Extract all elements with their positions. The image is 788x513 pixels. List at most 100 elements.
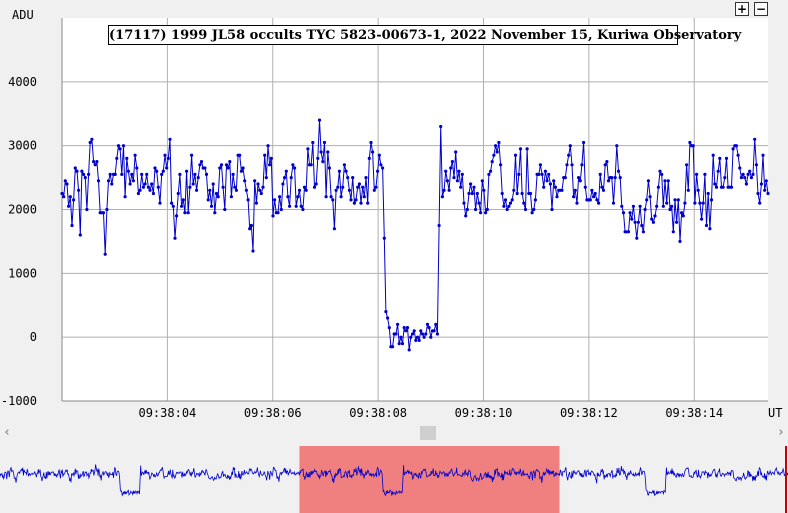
data-point (749, 176, 754, 180)
data-point (349, 198, 353, 202)
data-point (734, 144, 739, 148)
axes: -1000 0 1000 2000 3000 4000 09:38:04 09:38:06 09… (1, 18, 768, 420)
data-point (148, 188, 152, 192)
data-point (680, 211, 684, 215)
data-point (366, 201, 370, 205)
data-point (342, 163, 346, 167)
data-point (372, 188, 376, 192)
data-point (231, 172, 235, 176)
data-point (655, 204, 659, 208)
y-tick-label: -1000 (1, 394, 37, 408)
zoom-out-button[interactable]: − (754, 2, 768, 16)
main-chart[interactable]: -1000 0 1000 2000 3000 4000 09:38:04 09:38:06 09… (0, 0, 788, 425)
data-point (158, 201, 162, 205)
data-point (547, 172, 551, 176)
overview-navigator[interactable] (0, 446, 788, 513)
scroll-right-icon[interactable]: › (778, 425, 784, 440)
data-point (739, 176, 744, 180)
data-point (716, 169, 720, 173)
data-point (610, 176, 614, 180)
data-point (266, 144, 270, 148)
data-point (77, 188, 81, 192)
data-point (324, 195, 328, 199)
data-point (356, 185, 360, 189)
data-point (405, 326, 410, 330)
data-point (361, 185, 365, 189)
data-point (738, 166, 742, 170)
data-point (766, 191, 770, 196)
data-point (522, 201, 526, 205)
data-point (693, 201, 697, 205)
data-point (276, 211, 280, 215)
data-point (484, 211, 488, 215)
data-point (336, 185, 340, 189)
data-point (616, 169, 621, 173)
data-point (670, 204, 674, 208)
data-point (181, 198, 185, 202)
data-point (218, 166, 222, 170)
data-point (374, 185, 378, 189)
horizontal-scrollbar[interactable]: ‹ › (0, 425, 788, 441)
data-point (108, 172, 112, 176)
data-point (224, 163, 229, 167)
data-point (191, 182, 195, 186)
scrollbar-thumb[interactable] (420, 426, 436, 440)
data-point (153, 166, 157, 170)
data-point (592, 195, 596, 199)
data-point (703, 172, 707, 176)
data-point (317, 118, 322, 122)
data-point (462, 201, 466, 205)
data-point (666, 179, 670, 183)
data-point (396, 322, 400, 326)
zoom-in-button[interactable]: + (735, 2, 749, 16)
data-point (502, 204, 506, 208)
data-point (641, 230, 646, 234)
data-point (67, 204, 71, 208)
data-point (465, 207, 469, 212)
data-point (636, 220, 641, 224)
data-point (165, 166, 169, 170)
overview-selection[interactable] (299, 446, 560, 513)
data-point (743, 176, 747, 180)
data-point (580, 163, 584, 167)
data-point (563, 176, 567, 180)
data-point (254, 201, 258, 205)
data-point (125, 156, 129, 160)
data-point (698, 201, 702, 205)
data-point (444, 169, 448, 173)
data-point (121, 144, 126, 148)
y-tick-label: 1000 (8, 266, 37, 280)
data-point (376, 169, 380, 173)
data-point (651, 220, 656, 224)
data-point (515, 191, 519, 196)
data-point (90, 137, 94, 141)
data-point (326, 150, 330, 154)
data-point (155, 169, 159, 173)
data-point (588, 198, 592, 202)
data-point (656, 185, 661, 189)
data-point (598, 172, 602, 176)
data-point (136, 191, 140, 196)
data-point (485, 207, 489, 212)
data-point (131, 179, 135, 183)
data-point (751, 172, 755, 176)
data-point (447, 188, 451, 192)
data-point (678, 239, 682, 243)
data-point (193, 172, 197, 176)
data-point (337, 169, 341, 173)
data-point (219, 163, 224, 167)
data-point (249, 223, 253, 228)
data-point (435, 332, 439, 336)
data-point (575, 201, 579, 205)
data-point (646, 179, 651, 183)
data-point (180, 204, 184, 208)
data-point (402, 326, 406, 330)
data-point (415, 335, 420, 339)
scroll-left-icon[interactable]: ‹ (4, 425, 10, 440)
data-point (736, 153, 740, 157)
data-point (756, 191, 760, 196)
data-point (251, 249, 255, 253)
data-point (665, 201, 669, 205)
data-point (268, 163, 272, 167)
data-point (577, 176, 581, 180)
